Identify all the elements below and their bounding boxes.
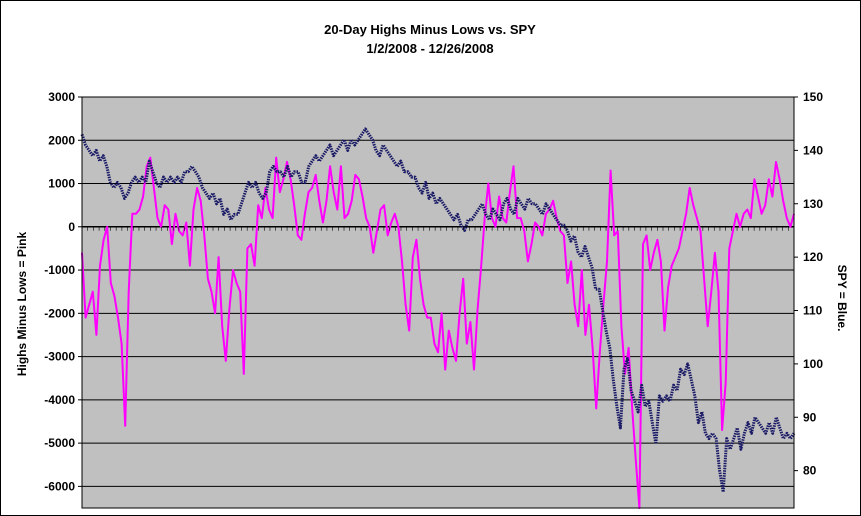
y-tick-label: 2000 xyxy=(48,133,75,147)
y-tick-label: -3000 xyxy=(44,350,75,364)
y2-tick-label: 80 xyxy=(803,464,817,478)
tick-marks xyxy=(78,96,798,487)
y-tick-label: -5000 xyxy=(44,436,75,450)
y-tick-label: 0 xyxy=(68,220,75,234)
y2-axis-label: SPY = Blue. xyxy=(835,265,849,332)
y-tick-label: 1000 xyxy=(48,177,75,191)
y2-tick-label: 140 xyxy=(803,143,823,157)
y2-tick-label: 120 xyxy=(803,250,823,264)
y2-tick-label: 110 xyxy=(803,304,823,318)
y2-tick-label: 90 xyxy=(803,410,817,424)
y2-tick-label: 100 xyxy=(803,357,823,371)
series-lines xyxy=(80,127,796,509)
y-axis-label: Highs Minus Lows = Pink xyxy=(15,232,29,377)
plot-border xyxy=(81,96,795,509)
chart-title: 20-Day Highs Minus Lows vs. SPY xyxy=(324,22,536,37)
spy-series-line xyxy=(80,127,796,494)
y2-tick-label: 150 xyxy=(803,90,823,104)
y-tick-label: -1000 xyxy=(44,263,75,277)
y-tick-label: -6000 xyxy=(44,479,75,493)
plot-area xyxy=(82,97,794,508)
highs-minus-lows-series-line xyxy=(81,156,795,509)
y-tick-label: -4000 xyxy=(44,393,75,407)
y2-tick-label: 130 xyxy=(803,197,823,211)
y-tick-label: 3000 xyxy=(48,90,75,104)
chart-subtitle: 1/2/2008 - 12/26/2008 xyxy=(366,41,493,56)
y-tick-label: -2000 xyxy=(44,306,75,320)
